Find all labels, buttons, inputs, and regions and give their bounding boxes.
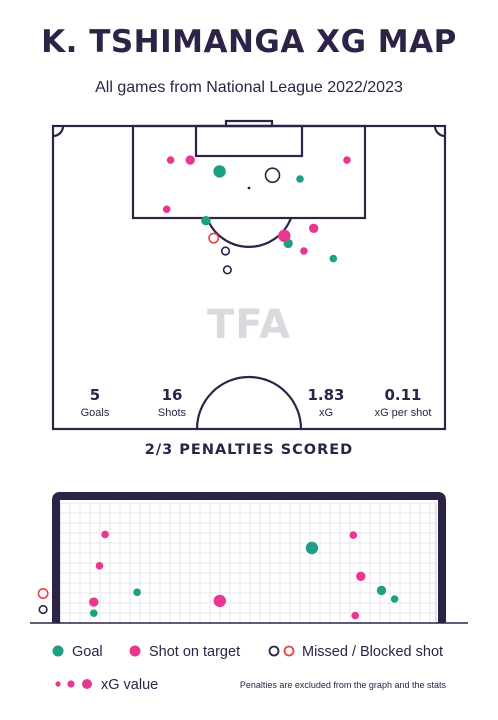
watermark-logo: TFA [207,302,291,348]
goal-shot-point [89,597,99,607]
pitch-shot-point [309,223,319,233]
corner-arc-right [433,125,446,138]
pitch-shot-point [208,232,220,244]
goal-shot-point [351,611,360,620]
goal-shot-point [390,595,399,603]
pitch-shot-point [296,175,304,183]
goal-shot-point [376,585,387,596]
centre-circle [195,375,303,430]
goal-shot-point [101,530,109,539]
legend-missed-label: Missed / Blocked shot [302,644,443,660]
legend-note: Penalties are excluded from the graph an… [240,680,447,690]
chart-title: K. TSHIMANGA XG MAP [41,24,457,60]
stat-xg-value: 1.83 [307,386,344,404]
goal-shot-point [356,571,366,581]
goal-frame [224,119,274,128]
penalty-box [131,124,367,220]
pitch-shot-point [220,246,231,256]
pitch-shot-point [185,155,195,165]
legend-on-target-label: Shot on target [149,644,240,660]
legend-on-target-marker [129,645,141,657]
pitch-shots-layer [162,155,351,275]
goal-shot-point [213,594,226,608]
goal-shot-point [37,587,49,599]
pitch-shot-point [300,247,308,255]
pitch-shot-point [343,156,351,164]
goal-shot-point [305,541,319,555]
pitch-shot-point [264,167,281,183]
pitch [51,119,447,431]
six-yard-box [194,124,304,158]
pitch-shot-point [162,205,171,214]
goal-shot-point [349,531,358,539]
legend: Goal Shot on target Missed / Blocked sho… [52,644,447,693]
legend-xg-large-marker [82,679,92,689]
goal-posts [52,492,446,623]
penalty-spot [247,186,251,190]
legend-xg-medium-marker [67,680,75,688]
stat-xg-per-shot-label: xG per shot [375,407,432,419]
legend-missed-marker-dark [268,645,280,657]
legend-goal-marker [52,645,64,657]
goal-shots-layer [37,530,399,620]
goal-shot-point [133,588,141,597]
stat-xg-per-shot-value: 0.11 [384,386,421,404]
legend-xg-label: xG value [101,677,158,693]
legend-goal-label: Goal [72,644,103,660]
penalties-summary: 2/3 PENALTIES SCORED [144,442,354,458]
stat-goals-value: 5 [90,386,100,404]
corner-arc-left [52,125,65,138]
stat-shots-label: Shots [158,407,187,419]
pitch-shot-point [213,165,226,178]
pitch-shot-point [166,156,175,164]
pitch-shot-point [278,229,291,242]
goal-shot-point [90,609,98,617]
stat-goals-label: Goals [81,407,110,419]
stat-xg-label: xG [319,407,333,419]
pitch-outline [51,124,447,431]
penalty-arc [205,217,293,248]
stats-row: 5 Goals 16 Shots 1.83 xG 0.11 xG per sho… [81,386,432,419]
goal-mouth [30,492,468,624]
legend-xg-small-marker [55,681,61,687]
stat-shots-value: 16 [162,386,183,404]
goal-shot-point [38,604,48,615]
goal-shot-point [95,562,104,570]
chart-subtitle: All games from National League 2022/2023 [95,79,403,96]
pitch-shot-point [201,216,211,226]
pitch-shot-point [222,265,232,275]
pitch-shot-point [329,254,338,263]
legend-missed-marker-red [283,645,295,657]
